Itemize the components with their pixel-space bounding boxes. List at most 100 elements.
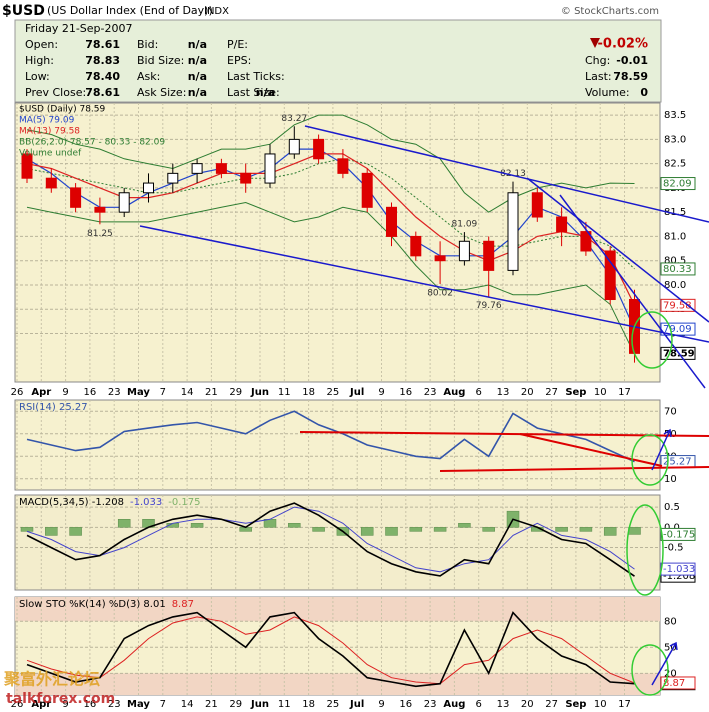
indicator-line (26, 502, 635, 577)
field-value: 78.61 (85, 38, 120, 51)
candle-body (118, 192, 130, 213)
bollinger-lower (26, 201, 635, 355)
histogram-bar (360, 527, 374, 536)
annotations-layer: 聚富外汇论坛 talkforex.com (3, 125, 709, 707)
last-value-label: 80.33 (663, 264, 692, 275)
candle-body (167, 172, 179, 184)
x-tick-label: 23 (108, 387, 121, 398)
candle-body (240, 172, 252, 184)
trend-line (526, 177, 709, 323)
field-value: 78.40 (85, 70, 120, 83)
field-label: Last Size: (227, 86, 280, 99)
field-label: Ask: (137, 70, 160, 83)
last-value-box (660, 346, 696, 360)
field-label: Last Ticks: (227, 70, 285, 83)
field-label: Bid: (137, 38, 158, 51)
x-tick-label: 9 (378, 387, 384, 398)
histogram-bar (482, 527, 495, 532)
x-tick-label: 7 (160, 699, 166, 710)
field-label: Bid Size: (137, 54, 184, 67)
x-tick-label: Jul (349, 387, 364, 398)
down-arrow (590, 38, 600, 48)
y-tick-label: 50 (664, 642, 677, 653)
quote-label: Volume: (585, 86, 630, 99)
field-label: Prev Close: (25, 86, 86, 99)
y-tick-label: -0.5 (664, 543, 684, 554)
rsi-trend-line (299, 431, 709, 437)
candle-body (288, 138, 300, 155)
candle-body (531, 192, 543, 218)
x-tick-label: 9 (378, 699, 384, 710)
quote-label: Last: (585, 70, 612, 83)
last-value-label: -0.175 (663, 529, 695, 540)
histogram-bar (69, 527, 82, 536)
trend-line (139, 225, 709, 343)
x-tick-label: 7 (160, 387, 166, 398)
legend-entry: MA(13) 79.58 (19, 127, 80, 137)
candle-body (410, 235, 422, 257)
last-value-box (660, 177, 696, 191)
last-value-label: 82.09 (663, 179, 692, 190)
candle-body (313, 138, 325, 160)
histogram-bar (433, 527, 447, 532)
trend-line (559, 194, 706, 389)
y-tick-label: 0.0 (664, 522, 680, 533)
x-tick-label: 17 (618, 387, 631, 398)
candle-body (507, 192, 519, 271)
field-value: n/a (188, 86, 207, 99)
legend-entry: 8.87 (172, 599, 194, 610)
x-tick-label: 27 (545, 387, 558, 398)
field-label: P/E: (227, 38, 248, 51)
candle-body (458, 240, 470, 262)
legend-entry: $USD (Daily) 78.59 (19, 105, 106, 115)
price-annotation: 81.25 (87, 229, 113, 239)
y-tick-label: 10 (664, 474, 677, 485)
x-tick-label: 20 (521, 699, 534, 710)
histogram-bar (603, 527, 617, 536)
legend-entry: MA(5) 79.09 (19, 116, 75, 126)
highlight-circle (626, 504, 664, 596)
y-tick-label: 70 (664, 406, 677, 417)
price-annotation: 82.13 (500, 169, 526, 179)
histogram-bar (190, 523, 204, 528)
quote-value: 78.59 (613, 70, 648, 83)
quote-value: 0 (640, 86, 648, 99)
x-tick-label: May (127, 387, 150, 398)
candle-body (580, 231, 592, 252)
y-tick-label: 83.0 (664, 134, 686, 145)
panel-background (14, 494, 661, 591)
histogram-bar (555, 527, 568, 532)
header-box (14, 19, 662, 103)
x-tick-label: 21 (205, 387, 218, 398)
candle-body (361, 172, 373, 208)
legend-entry: -0.175 (168, 497, 200, 508)
candle-body (21, 153, 33, 179)
watermark-cn: 聚富外汇论坛 (3, 670, 100, 689)
exchange: INDX (204, 6, 229, 17)
x-tick-label: 25 (327, 699, 340, 710)
histogram-bar (288, 523, 301, 528)
rsi-trend-line (439, 466, 709, 472)
histogram-bar (20, 527, 34, 532)
field-value: 78.83 (85, 54, 120, 67)
x-tick-label: 16 (84, 387, 97, 398)
last-value-label: -1.208 (663, 571, 695, 582)
x-tick-label: 18 (302, 387, 315, 398)
x-tick-label: Aug (443, 387, 465, 398)
date: Friday 21-Sep-2007 (25, 22, 133, 35)
rsi-trend-line (519, 433, 663, 467)
x-tick-label: Apr (31, 699, 51, 710)
x-tick-label: 14 (181, 387, 194, 398)
last-value-label: 79.09 (663, 324, 692, 335)
y-tick-label: 83.5 (664, 110, 686, 121)
price-annotation: 83.27 (281, 114, 307, 124)
overbought-zone (15, 597, 660, 622)
x-tick-label: 21 (205, 699, 218, 710)
histogram-bar (312, 527, 325, 532)
field-value: n/a (188, 70, 207, 83)
x-tick-label: 10 (594, 387, 607, 398)
candle-body (264, 153, 276, 184)
x-tick-label: 17 (618, 699, 631, 710)
histogram-bar (117, 519, 131, 528)
oversold-zone (15, 673, 660, 695)
